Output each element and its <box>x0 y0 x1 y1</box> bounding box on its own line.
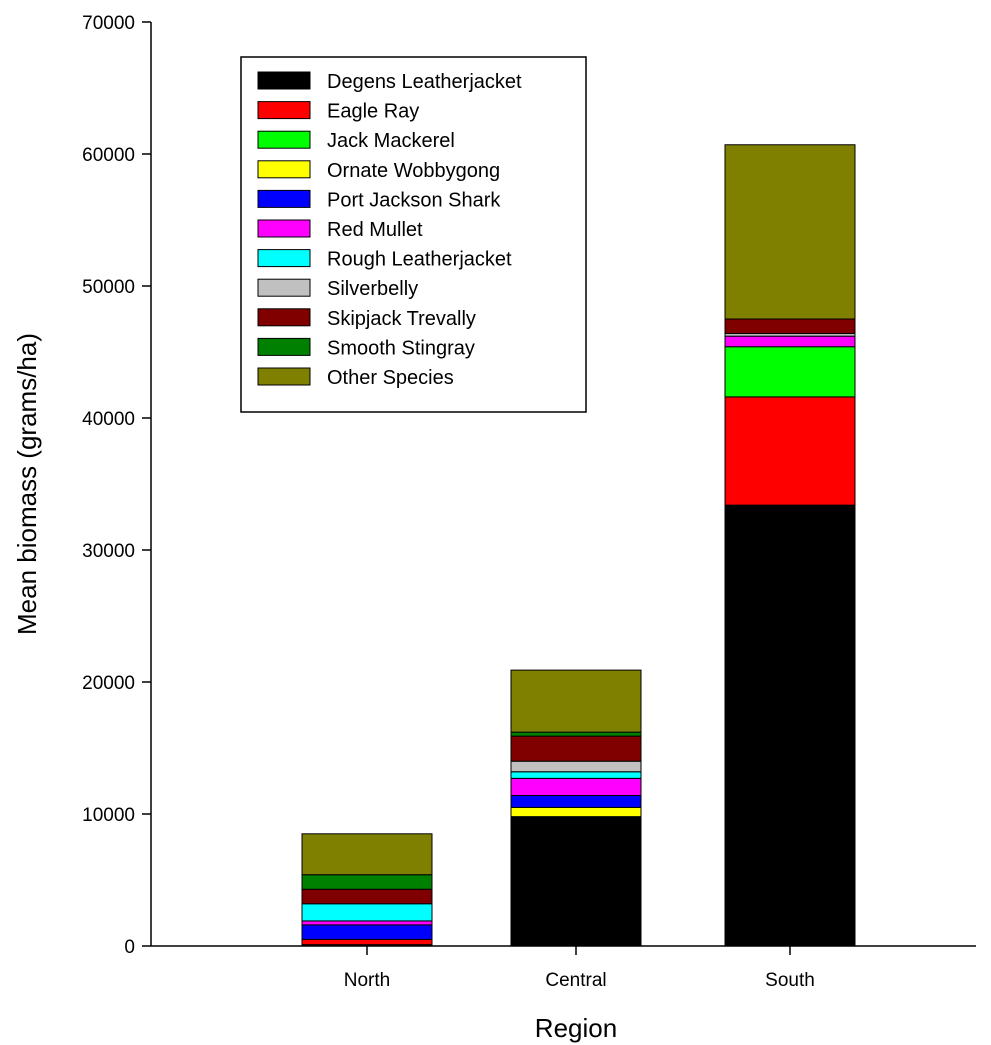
y-tick-label: 20000 <box>82 673 135 694</box>
bar-segment-central <box>510 735 642 762</box>
legend-swatch <box>257 278 311 297</box>
legend-swatch <box>257 249 311 268</box>
bar-segment-north <box>301 920 433 926</box>
bar-segment-south <box>724 504 856 947</box>
bar-segment-north <box>301 938 433 946</box>
x-ticks: North Central South <box>344 946 815 991</box>
legend-label: Skipjack Trevally <box>327 308 476 330</box>
bar-segment-south <box>724 396 856 506</box>
legend-label: Port Jackson Shark <box>327 189 501 211</box>
y-tick-label: 10000 <box>82 805 135 826</box>
legend-label: Other Species <box>327 367 454 389</box>
legend-swatch <box>257 71 311 90</box>
legend-swatch <box>257 160 311 179</box>
legend-label: Rough Leatherjacket <box>327 249 512 271</box>
y-tick-label: 30000 <box>82 541 135 562</box>
x-tick-label: Central <box>545 970 606 991</box>
bar-segment-central <box>510 771 642 779</box>
y-tick-label: 60000 <box>82 145 135 166</box>
legend-label: Silverbelly <box>327 278 418 300</box>
y-tick-label: 50000 <box>82 277 135 298</box>
bar-segment-central <box>510 731 642 737</box>
bar-segment-south <box>724 144 856 320</box>
legend-swatch <box>257 101 311 120</box>
bar-segment-north <box>301 888 433 905</box>
bar-segment-central <box>510 806 642 818</box>
bars <box>301 144 856 947</box>
legend-label: Ornate Wobbygong <box>327 160 500 182</box>
bar-segment-north <box>301 874 433 890</box>
legend: Degens Leatherjacket Eagle Ray Jack Macker… <box>240 56 587 413</box>
y-axis-title: Mean biomass (grams/ha) <box>12 333 42 635</box>
legend-swatch <box>257 130 311 149</box>
y-tick-label: 70000 <box>82 13 135 34</box>
legend-label: Degens Leatherjacket <box>327 71 522 93</box>
bar-segment-south <box>724 346 856 398</box>
bar-segment-south <box>724 335 856 348</box>
x-axis-title: Region <box>535 1013 617 1043</box>
legend-swatch <box>257 337 311 356</box>
x-tick-label: North <box>344 970 390 991</box>
legend-swatch <box>257 308 311 327</box>
bar-segment-central <box>510 795 642 808</box>
legend-label: Red Mullet <box>327 219 423 241</box>
bar-segment-central <box>510 760 642 773</box>
legend-swatch <box>257 219 311 238</box>
legend-swatch <box>257 367 311 386</box>
legend-label: Eagle Ray <box>327 101 419 123</box>
bar-segment-north <box>301 833 433 876</box>
bar-segment-south <box>724 318 856 335</box>
bar-segment-north <box>301 903 433 922</box>
legend-swatch <box>257 189 311 208</box>
y-tick-label: 40000 <box>82 409 135 430</box>
bar-segment-central <box>510 669 642 733</box>
y-tick-label: 0 <box>124 937 135 958</box>
legend-label: Smooth Stingray <box>327 337 475 359</box>
y-ticks: 0 10000 20000 30000 40000 50000 60000 70000 <box>82 13 151 958</box>
bar-segment-north <box>301 924 433 940</box>
legend-label: Jack Mackerel <box>327 130 455 152</box>
x-tick-label: South <box>765 970 815 991</box>
bar-segment-central <box>510 816 642 947</box>
bar-segment-central <box>510 777 642 797</box>
